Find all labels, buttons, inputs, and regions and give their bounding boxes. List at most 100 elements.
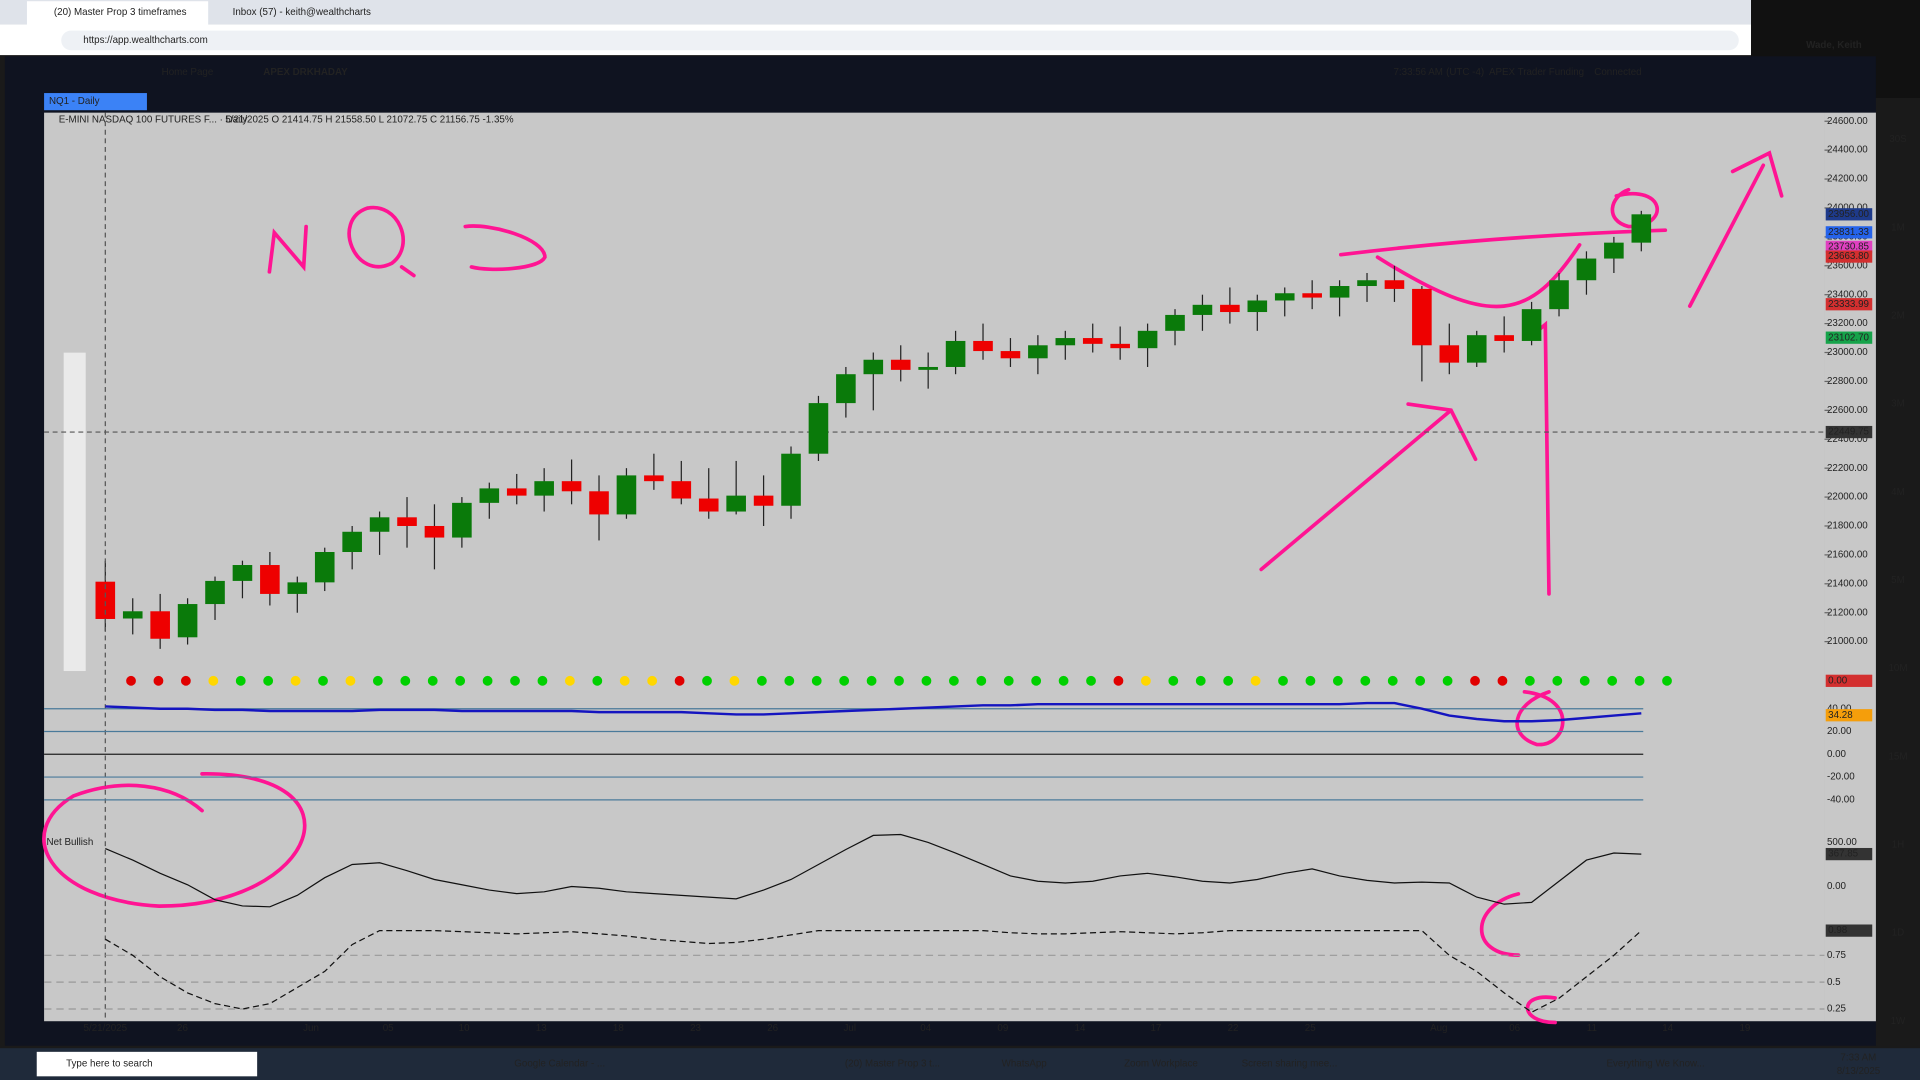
candle-body	[863, 359, 884, 375]
y-tick-label: 0.5	[1827, 977, 1841, 988]
candle-body	[1028, 345, 1048, 359]
signal-dot	[784, 675, 795, 686]
signal-dot	[180, 675, 191, 686]
tab-title[interactable]: Inbox (57) - keith@wealthcharts	[233, 7, 371, 18]
candle-body	[1055, 338, 1076, 346]
signal-dot	[894, 675, 904, 686]
y-tick-label: 22400.00	[1827, 434, 1868, 445]
value-tag-label: 0.98	[1828, 925, 1848, 936]
candle-body	[561, 481, 582, 492]
signal-dot	[1360, 675, 1371, 686]
user-name: Wade, Keith	[1806, 40, 1862, 51]
timeframe[interactable]: 10M	[1888, 663, 1907, 674]
y-tick-label: 22200.00	[1827, 463, 1868, 474]
timeframe[interactable]: 2M	[1891, 311, 1905, 322]
tab-strip	[0, 0, 1752, 25]
signal-dot	[921, 675, 932, 686]
y-tick-label: 22800.00	[1827, 376, 1868, 387]
osc-line	[105, 701, 1642, 723]
y-tick-label: 21200.00	[1827, 607, 1868, 618]
signal-dot	[1415, 675, 1426, 686]
signal-dot	[702, 675, 712, 686]
signal-dot	[1332, 675, 1343, 686]
taskbar-app[interactable]: Screen sharing mee...	[1242, 1059, 1338, 1070]
circles	[42, 690, 1565, 1025]
timeframe[interactable]: 1W	[1891, 1016, 1906, 1027]
price-tag-label: 23956.00	[1828, 209, 1869, 220]
y-tick-label: 0.25	[1827, 1004, 1847, 1015]
candle-body	[397, 517, 417, 526]
url-box[interactable]	[61, 30, 1739, 51]
timeframe[interactable]: 15M	[1888, 751, 1907, 762]
timeframe[interactable]: 4M	[1891, 487, 1905, 498]
signal-dot	[1086, 675, 1096, 686]
signal-dot	[564, 675, 575, 686]
taskbar-app[interactable]: (20) Master Prop 3 t...	[845, 1059, 940, 1070]
x-tick-label: 22	[1228, 1023, 1239, 1034]
x-tick-label: 5/21/2025	[84, 1023, 128, 1034]
x-tick-label: 17	[1150, 1023, 1161, 1034]
handwriting	[267, 205, 547, 278]
value-tag-label: 34.28	[1828, 710, 1853, 721]
signal-dot	[345, 675, 356, 686]
search-box[interactable]	[36, 1051, 258, 1077]
timeframe[interactable]: 30S	[1889, 134, 1907, 145]
taskbar-app[interactable]: Google Calendar - ...	[514, 1059, 605, 1070]
annotations	[42, 150, 1784, 1025]
candle-body	[1137, 330, 1158, 349]
candle-body	[122, 611, 143, 619]
y-tick-label: 40.00	[1827, 703, 1852, 714]
app-tab[interactable]: Home Page	[162, 67, 214, 78]
signal-dot	[427, 675, 438, 686]
candle-body	[342, 531, 362, 553]
signal-dot	[948, 675, 959, 686]
timeframe[interactable]: 3M	[1891, 399, 1905, 410]
y-tick-label: 21000.00	[1827, 636, 1868, 647]
draw-toolbar	[63, 352, 86, 672]
candle-body	[1302, 293, 1322, 298]
signal-dot	[674, 675, 685, 686]
y-tick-label: 24600.00	[1827, 116, 1868, 127]
taskbar-app[interactable]: WhatsApp	[1002, 1059, 1048, 1070]
x-tick-label: Jul	[844, 1023, 857, 1034]
y-tick-label: 22600.00	[1827, 405, 1868, 416]
tab-title[interactable]: (20) Master Prop 3 timeframes	[54, 7, 187, 18]
tab-active[interactable]	[26, 1, 209, 25]
app-tab[interactable]: APEX DRKHADAY	[263, 67, 348, 78]
signal-dot	[592, 675, 603, 686]
ratio-line	[104, 930, 1642, 1013]
signal-dot	[510, 675, 520, 686]
timeframe[interactable]: 1D	[1892, 928, 1905, 939]
url[interactable]: https://app.wealthcharts.com	[83, 35, 208, 46]
taskbar-app[interactable]: Everything We Know...	[1607, 1059, 1705, 1070]
price-tag-label: 23831.33	[1828, 227, 1869, 238]
candle-body	[314, 552, 335, 583]
timeframe[interactable]: 5M	[1891, 575, 1905, 586]
price-tag	[1825, 240, 1873, 253]
timeframe[interactable]: 1H	[1892, 839, 1905, 850]
signal-dot	[372, 675, 383, 686]
x-tick-label: 14	[1075, 1023, 1086, 1034]
candle-body	[836, 374, 856, 404]
signal-dot	[647, 675, 658, 686]
candle-body	[369, 517, 390, 532]
candle-body	[1466, 335, 1487, 363]
signal-dot	[1305, 675, 1316, 686]
symbol-tag[interactable]	[44, 93, 147, 111]
ohlc-legend: 5/21/2025 O 21414.75 H 21558.50 L 21072.…	[225, 115, 514, 126]
timeframe[interactable]: 1M	[1891, 222, 1905, 233]
value-tag	[1825, 847, 1873, 861]
signal-dot	[1470, 675, 1480, 686]
taskbar-app[interactable]: Zoom Workplace	[1124, 1059, 1198, 1070]
chart-area	[44, 112, 1825, 1022]
search-text[interactable]: Type here to search	[66, 1059, 152, 1070]
signal-dot	[208, 675, 219, 686]
candle-body	[781, 453, 801, 506]
y-tick-label: 24200.00	[1827, 174, 1868, 185]
candle-body	[1631, 214, 1652, 243]
signal-dot	[729, 675, 740, 686]
candle-body	[177, 604, 198, 638]
signal-dot	[1140, 675, 1151, 686]
signal-dot	[235, 675, 246, 686]
signal-dot	[619, 675, 630, 686]
